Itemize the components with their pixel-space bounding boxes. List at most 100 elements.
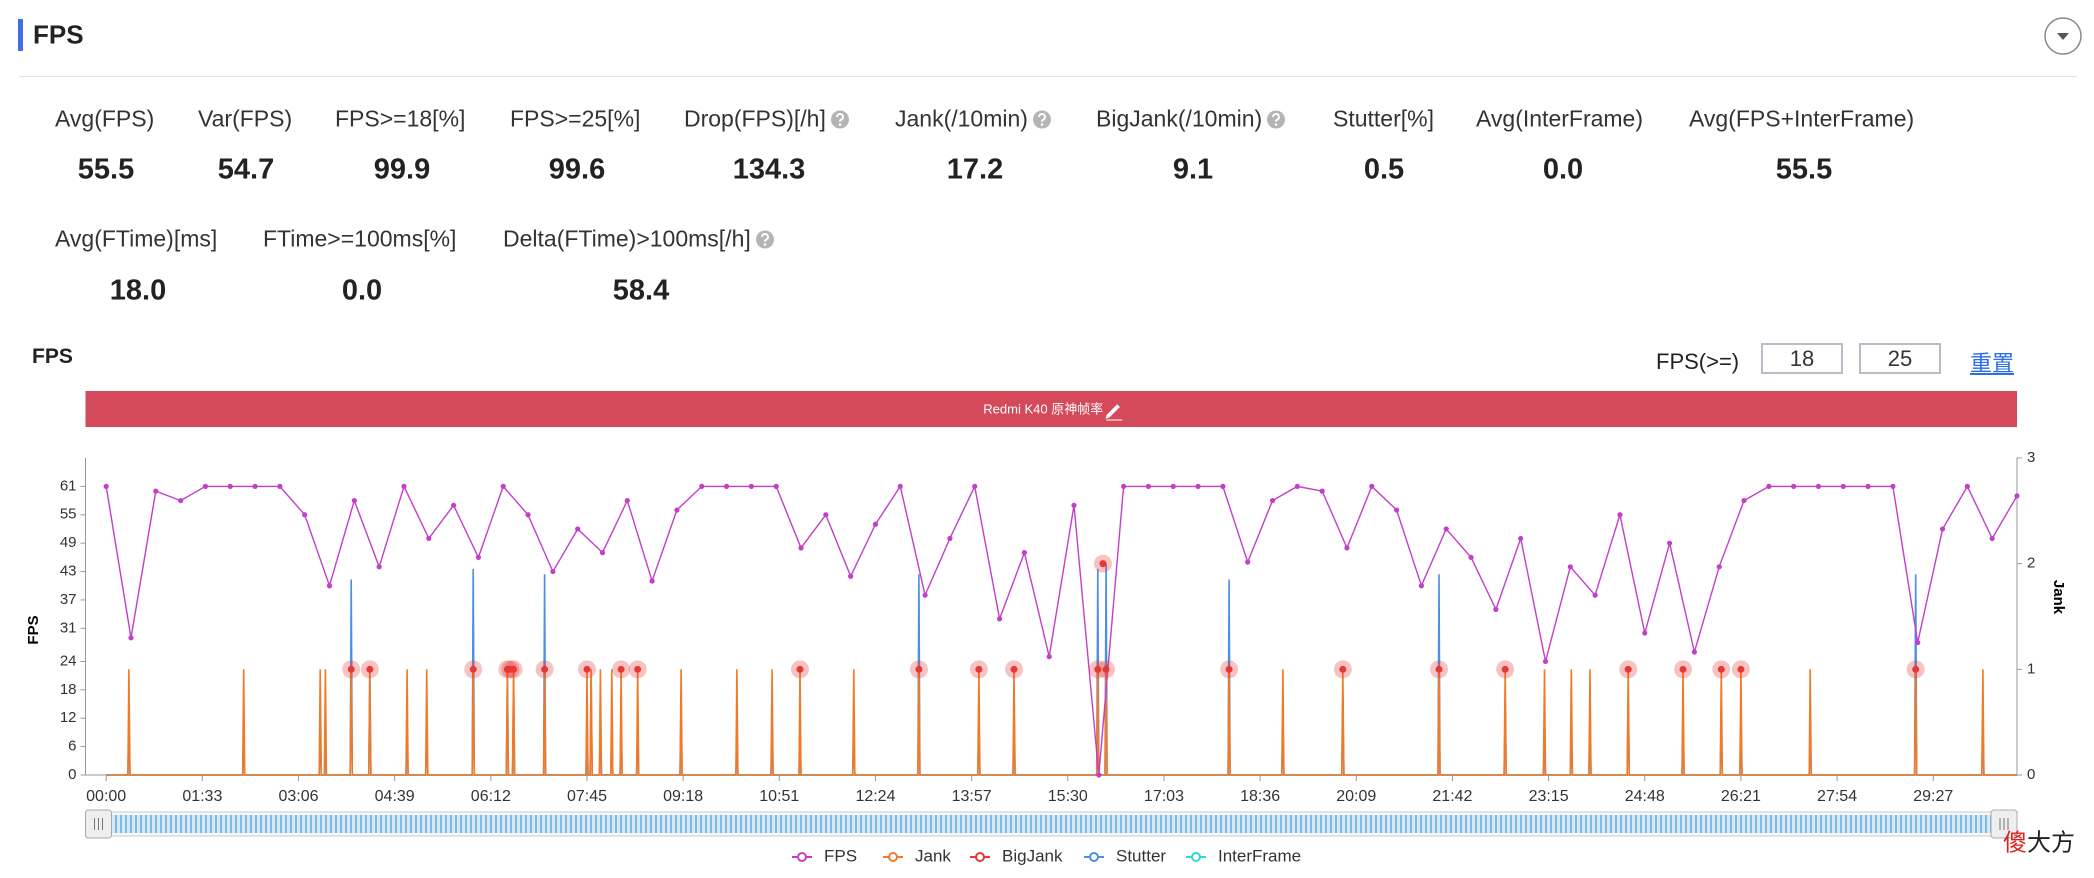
fps-point: [922, 592, 928, 598]
y2-tick-label: 1: [2027, 660, 2035, 677]
x-tick-label: 03:06: [278, 788, 318, 805]
bigjank-point: [915, 665, 923, 673]
help-icon[interactable]: [830, 109, 850, 129]
fps-point: [1145, 483, 1152, 489]
watermark-part: 大方: [2027, 829, 2075, 857]
bigjank-point: [1010, 665, 1018, 673]
y-tick-label: 55: [60, 506, 77, 523]
legend-swatch-dot: [1191, 852, 1201, 862]
help-icon[interactable]: [1266, 109, 1286, 129]
fps-point: [798, 545, 804, 551]
x-tick-label: 15:30: [1048, 788, 1088, 805]
metric-label: Delta(FTime)>100ms[/h]: [503, 226, 775, 253]
y-tick-label: 37: [60, 591, 77, 608]
metric-value: 18.0: [109, 274, 167, 307]
fps-point: [1294, 483, 1300, 489]
bigjank-point: [1094, 665, 1102, 673]
y-tick-label: 49: [60, 534, 77, 551]
y-axis-label: FPS: [25, 615, 42, 644]
fps-point: [1691, 649, 1697, 655]
fps-point: [1617, 512, 1623, 518]
bigjank-point: [1501, 665, 1509, 673]
bigjank-point: [541, 665, 549, 673]
fps-point: [649, 578, 655, 584]
fps-point: [1642, 630, 1648, 636]
fps-point: [401, 483, 407, 489]
x-tick-label: 18:36: [1240, 788, 1280, 805]
help-icon[interactable]: [1032, 109, 1052, 129]
bigjank-point: [1737, 665, 1745, 673]
metric-label-text: Jank(/10min): [895, 105, 1028, 132]
x-tick-label: 17:03: [1144, 788, 1184, 805]
metric-value: 55.5: [1775, 153, 1833, 186]
metric-label: BigJank(/10min): [1096, 106, 1286, 133]
metric-label: Var(FPS): [198, 106, 292, 133]
fps-point: [773, 483, 779, 489]
fps-point: [252, 483, 258, 489]
metric-value: 17.2: [946, 153, 1004, 186]
fps-point: [1791, 483, 1797, 489]
x-tick-label: 29:27: [1913, 788, 1953, 805]
bigjank-point: [1679, 665, 1687, 673]
fps-point: [326, 583, 333, 589]
fps-point: [525, 512, 531, 518]
fps-point: [723, 483, 730, 489]
fps-point: [1592, 592, 1598, 598]
legend-label[interactable]: InterFrame: [1218, 846, 1301, 865]
series-line: [106, 563, 2017, 776]
bigjank-point: [975, 665, 983, 673]
x-tick-label: 21:42: [1432, 788, 1472, 805]
metric-label: Stutter[%]: [1333, 106, 1434, 133]
fps-point: [699, 483, 705, 489]
metric-label: FPS>=25[%]: [510, 106, 640, 133]
x-tick-label: 04:39: [375, 788, 415, 805]
fps-point: [376, 564, 382, 570]
y2-tick-label: 0: [2027, 766, 2035, 783]
help-icon[interactable]: [755, 229, 775, 249]
bigjank-point: [1225, 665, 1233, 673]
metric-label-text: Avg(FPS): [55, 105, 155, 132]
fps-point: [1890, 483, 1896, 489]
fps-point: [1865, 483, 1871, 489]
metric-value: 0.5: [1363, 153, 1405, 186]
legend-label[interactable]: Stutter: [1116, 846, 1166, 865]
threshold-input[interactable]: 25: [1859, 343, 1941, 374]
legend-label[interactable]: Jank: [915, 846, 951, 865]
metric-label-text: Avg(InterFrame): [1476, 105, 1644, 132]
threshold-input[interactable]: 18: [1761, 343, 1843, 374]
threshold-label: FPS(>=): [1656, 349, 1740, 374]
legend-label[interactable]: FPS: [824, 846, 857, 865]
x-tick-label: 07:45: [567, 788, 607, 805]
y-tick-label: 6: [68, 738, 76, 755]
collapse-button[interactable]: [2043, 16, 2083, 56]
metric-value: 0.0: [1542, 153, 1584, 186]
divider: [19, 76, 2077, 77]
fps-point: [947, 535, 953, 542]
fps-point: [302, 512, 308, 518]
banner: [85, 391, 2017, 427]
bigjank-point: [366, 665, 374, 673]
fps-point: [1766, 483, 1772, 489]
bigjank-point: [1102, 665, 1110, 673]
metric-label: FPS>=18[%]: [335, 106, 465, 133]
fps-point: [1915, 639, 1921, 646]
fps-point: [748, 483, 754, 489]
metric-label-text: FTime>=100ms[%]: [263, 225, 457, 252]
fps-point: [624, 497, 630, 504]
edit-icon: [1105, 404, 1123, 421]
metric-value: 54.7: [217, 153, 275, 186]
reset-link[interactable]: 重置: [1970, 351, 2015, 376]
series-line: [106, 669, 2017, 776]
legend-label[interactable]: BigJank: [1002, 846, 1063, 865]
legend-swatch-dot: [888, 852, 898, 862]
y2-tick-label: 2: [2027, 555, 2035, 572]
chart: Redmi K40 原神帧率06121824313743495561012300…: [25, 391, 2067, 865]
metric-label-text: BigJank(/10min): [1096, 105, 1263, 132]
fps-point: [1567, 564, 1573, 570]
fps-point: [1840, 483, 1846, 489]
fps-point: [178, 497, 184, 504]
metric-label-text: FPS>=18[%]: [335, 105, 466, 132]
fps-point: [1741, 497, 1747, 504]
fps-point: [1815, 483, 1822, 489]
